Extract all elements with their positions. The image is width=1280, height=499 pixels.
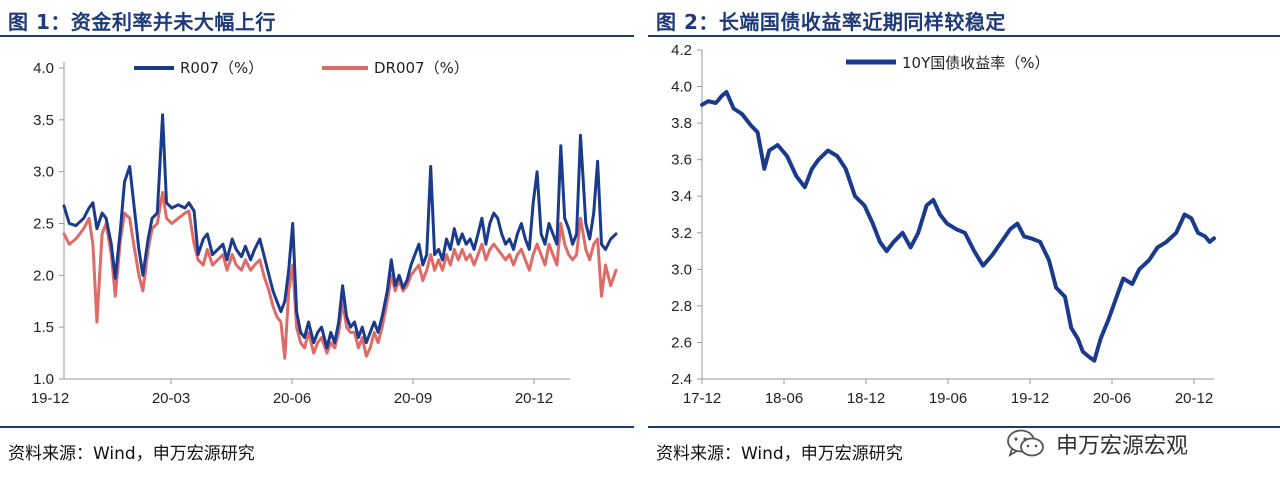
x-tick-label: 20-12: [1175, 390, 1213, 407]
right-tick-labels: 2.4 2.6 2.8 3.0 3.2 3.4 3.6 3.8 4.0 4.2 17-12 18-06…: [671, 42, 1213, 407]
right-line-chart: 2.4 2.6 2.8 3.0 3.2 3.4 3.6 3.8 4.0 4.2 17-12 18-06…: [671, 42, 1216, 407]
y-tick-label: 4.0: [671, 79, 692, 96]
left-title-rule: [0, 35, 634, 37]
y-tick-label: 3.6: [671, 152, 692, 169]
y-tick-label: 1.5: [33, 319, 54, 336]
x-tick-label: 19-12: [31, 390, 69, 407]
x-tick-label: 18-12: [847, 390, 885, 407]
x-tick-label: 20-06: [1093, 390, 1131, 407]
watermark: 申万宏源宏观: [1006, 424, 1188, 464]
y-tick-label: 2.6: [671, 334, 692, 351]
right-legend: 10Y国债收益率（%）: [846, 54, 1050, 72]
right-series-lines: [700, 90, 1216, 363]
series-line-primary: [62, 113, 618, 350]
y-tick-label: 4.2: [671, 42, 692, 59]
y-tick-label: 3.0: [33, 164, 54, 181]
y-tick-label: 4.0: [33, 60, 54, 77]
x-tick-label: 17-12: [683, 390, 721, 407]
left-line-chart: 1.0 1.5 2.0 2.5 3.0 3.5 4.0 19-12 20-03 20-06 20-0…: [31, 59, 618, 407]
legend-label-10y: 10Y国债收益率（%）: [902, 54, 1050, 72]
y-tick-label: 2.0: [33, 267, 54, 284]
left-chart-panel: 图 1：资金利率并未大幅上行 1.0 1.5 2.0 2.5 3.0 3.5 4.0 19-1…: [0, 0, 634, 499]
left-legend: R007（%） DR007（%）: [134, 59, 469, 77]
y-tick-label: 1.0: [33, 371, 54, 388]
y-tick-label: 3.8: [671, 115, 692, 132]
right-bottom-rule: [648, 426, 1280, 428]
watermark-text: 申万宏源宏观: [1056, 434, 1189, 459]
y-tick-label: 3.0: [671, 261, 692, 278]
legend-label-r007: R007（%）: [180, 59, 263, 77]
left-series-lines: [62, 113, 618, 360]
left-bottom-rule: [0, 426, 634, 428]
x-tick-label: 20-06: [273, 390, 311, 407]
series-line-primary: [700, 90, 1216, 363]
y-tick-label: 2.5: [33, 216, 54, 233]
right-title-rule: [648, 35, 1280, 37]
y-tick-label: 3.5: [33, 112, 54, 129]
x-tick-label: 20-03: [152, 390, 190, 407]
wechat-icon: [1007, 429, 1044, 457]
right-chart-title: 图 2：长端国债收益率近期同样较稳定: [656, 10, 1006, 34]
x-tick-label: 19-06: [929, 390, 967, 407]
left-axes: [63, 62, 570, 380]
left-tick-labels: 1.0 1.5 2.0 2.5 3.0 3.5 4.0 19-12 20-03 20-06 20-0…: [31, 60, 553, 407]
left-chart-title: 图 1：资金利率并未大幅上行: [8, 10, 276, 34]
y-tick-label: 2.8: [671, 298, 692, 315]
x-tick-label: 19-12: [1011, 390, 1049, 407]
right-axes: [701, 50, 1214, 380]
y-tick-label: 2.4: [671, 371, 692, 388]
right-source-note: 资料来源：Wind，申万宏源研究: [656, 444, 903, 464]
y-tick-label: 3.2: [671, 225, 692, 242]
left-source-note: 资料来源：Wind，申万宏源研究: [8, 444, 255, 464]
legend-label-dr007: DR007（%）: [374, 59, 469, 77]
y-tick-label: 3.4: [671, 188, 692, 205]
series-line-secondary: [62, 190, 618, 360]
right-chart-panel: 图 2：长端国债收益率近期同样较稳定 2.4 2.6 2.8 3.0 3.2 3.4 3.6…: [648, 0, 1280, 499]
x-tick-label: 18-06: [765, 390, 803, 407]
x-tick-label: 20-09: [394, 390, 432, 407]
x-tick-label: 20-12: [515, 390, 553, 407]
